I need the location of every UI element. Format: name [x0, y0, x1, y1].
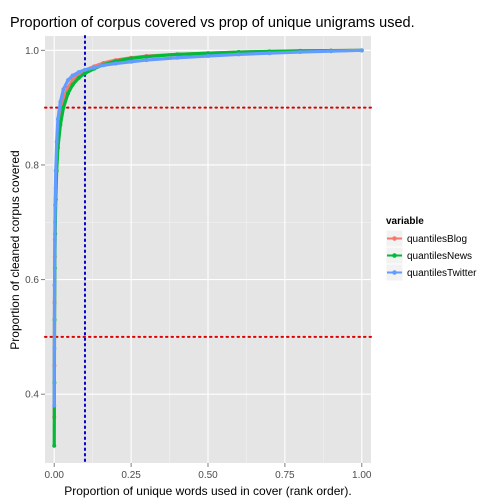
data-point [113, 61, 118, 66]
data-point [70, 78, 75, 83]
data-point [66, 91, 71, 96]
data-point [129, 59, 134, 64]
data-point [52, 403, 57, 408]
legend-items: quantilesBlog quantilesNews quantilesTwitt… [385, 229, 477, 282]
data-point [101, 63, 106, 68]
data-point [54, 140, 59, 145]
x-axis-ticks: 0.00 0.25 0.50 0.75 1.00 [44, 463, 372, 481]
data-point [58, 122, 63, 127]
data-point [359, 48, 364, 53]
x-tick-label: 0.00 [44, 470, 64, 481]
y-tick-label: 0.4 [25, 390, 39, 401]
data-point [52, 346, 57, 351]
data-point [52, 283, 57, 288]
legend-label: quantilesNews [407, 251, 472, 262]
x-tick-label: 0.50 [198, 470, 218, 481]
legend-item-quantilesBlog: quantilesBlog [385, 229, 467, 248]
data-point [206, 51, 210, 56]
legend-title: variable [386, 216, 424, 227]
chart-title: Proportion of corpus covered vs prop of … [10, 15, 415, 31]
data-point [52, 443, 57, 448]
data-point [236, 52, 241, 57]
legend-key-point [392, 270, 397, 275]
y-tick-label: 0.8 [25, 160, 39, 171]
data-point [66, 78, 71, 83]
series-line [52, 48, 364, 408]
data-point [267, 51, 272, 56]
data-point [144, 58, 149, 63]
legend-item-quantilesTwitter: quantilesTwitter [385, 263, 477, 282]
data-point [175, 55, 180, 60]
legend: variable quantilesBlogquantilesNewsquant… [385, 216, 477, 282]
data-point [53, 168, 58, 173]
y-tick-label: 1.0 [25, 46, 39, 57]
data-point [144, 54, 149, 59]
data-point [52, 237, 57, 242]
legend-label: quantilesTwitter [407, 268, 477, 279]
data-point [175, 52, 180, 57]
x-tick-label: 0.25 [121, 470, 141, 481]
data-point [82, 71, 87, 76]
legend-item-quantilesNews: quantilesNews [385, 246, 472, 265]
data-point [76, 70, 81, 75]
data-point [82, 67, 87, 72]
data-point [70, 73, 75, 78]
data-point [58, 99, 63, 104]
x-tick-label: 0.75 [275, 470, 295, 481]
data-point [53, 203, 58, 208]
legend-key-point [392, 253, 397, 258]
data-point [70, 82, 75, 87]
x-axis-label: Proportion of unique words used in cover… [64, 484, 351, 498]
series-quantilesTwitter [52, 48, 364, 408]
data-point [92, 65, 97, 70]
data-point [76, 75, 81, 80]
legend-label: quantilesBlog [407, 234, 467, 245]
data-point [206, 54, 210, 59]
legend-key-point [392, 236, 397, 241]
y-axis-ticks: 0.4 0.6 0.8 1.0 [25, 46, 45, 401]
reference-lines [44, 35, 372, 464]
data-point [61, 87, 66, 92]
data-point [298, 50, 303, 55]
series-layer [52, 48, 364, 448]
data-point [55, 117, 60, 122]
data-point [129, 56, 134, 61]
data-point [329, 49, 334, 54]
data-point [61, 105, 66, 110]
x-tick-label: 1.00 [352, 470, 372, 481]
y-tick-label: 0.6 [25, 275, 39, 286]
y-axis-label: Proportion of cleaned corpus covered [8, 150, 22, 349]
